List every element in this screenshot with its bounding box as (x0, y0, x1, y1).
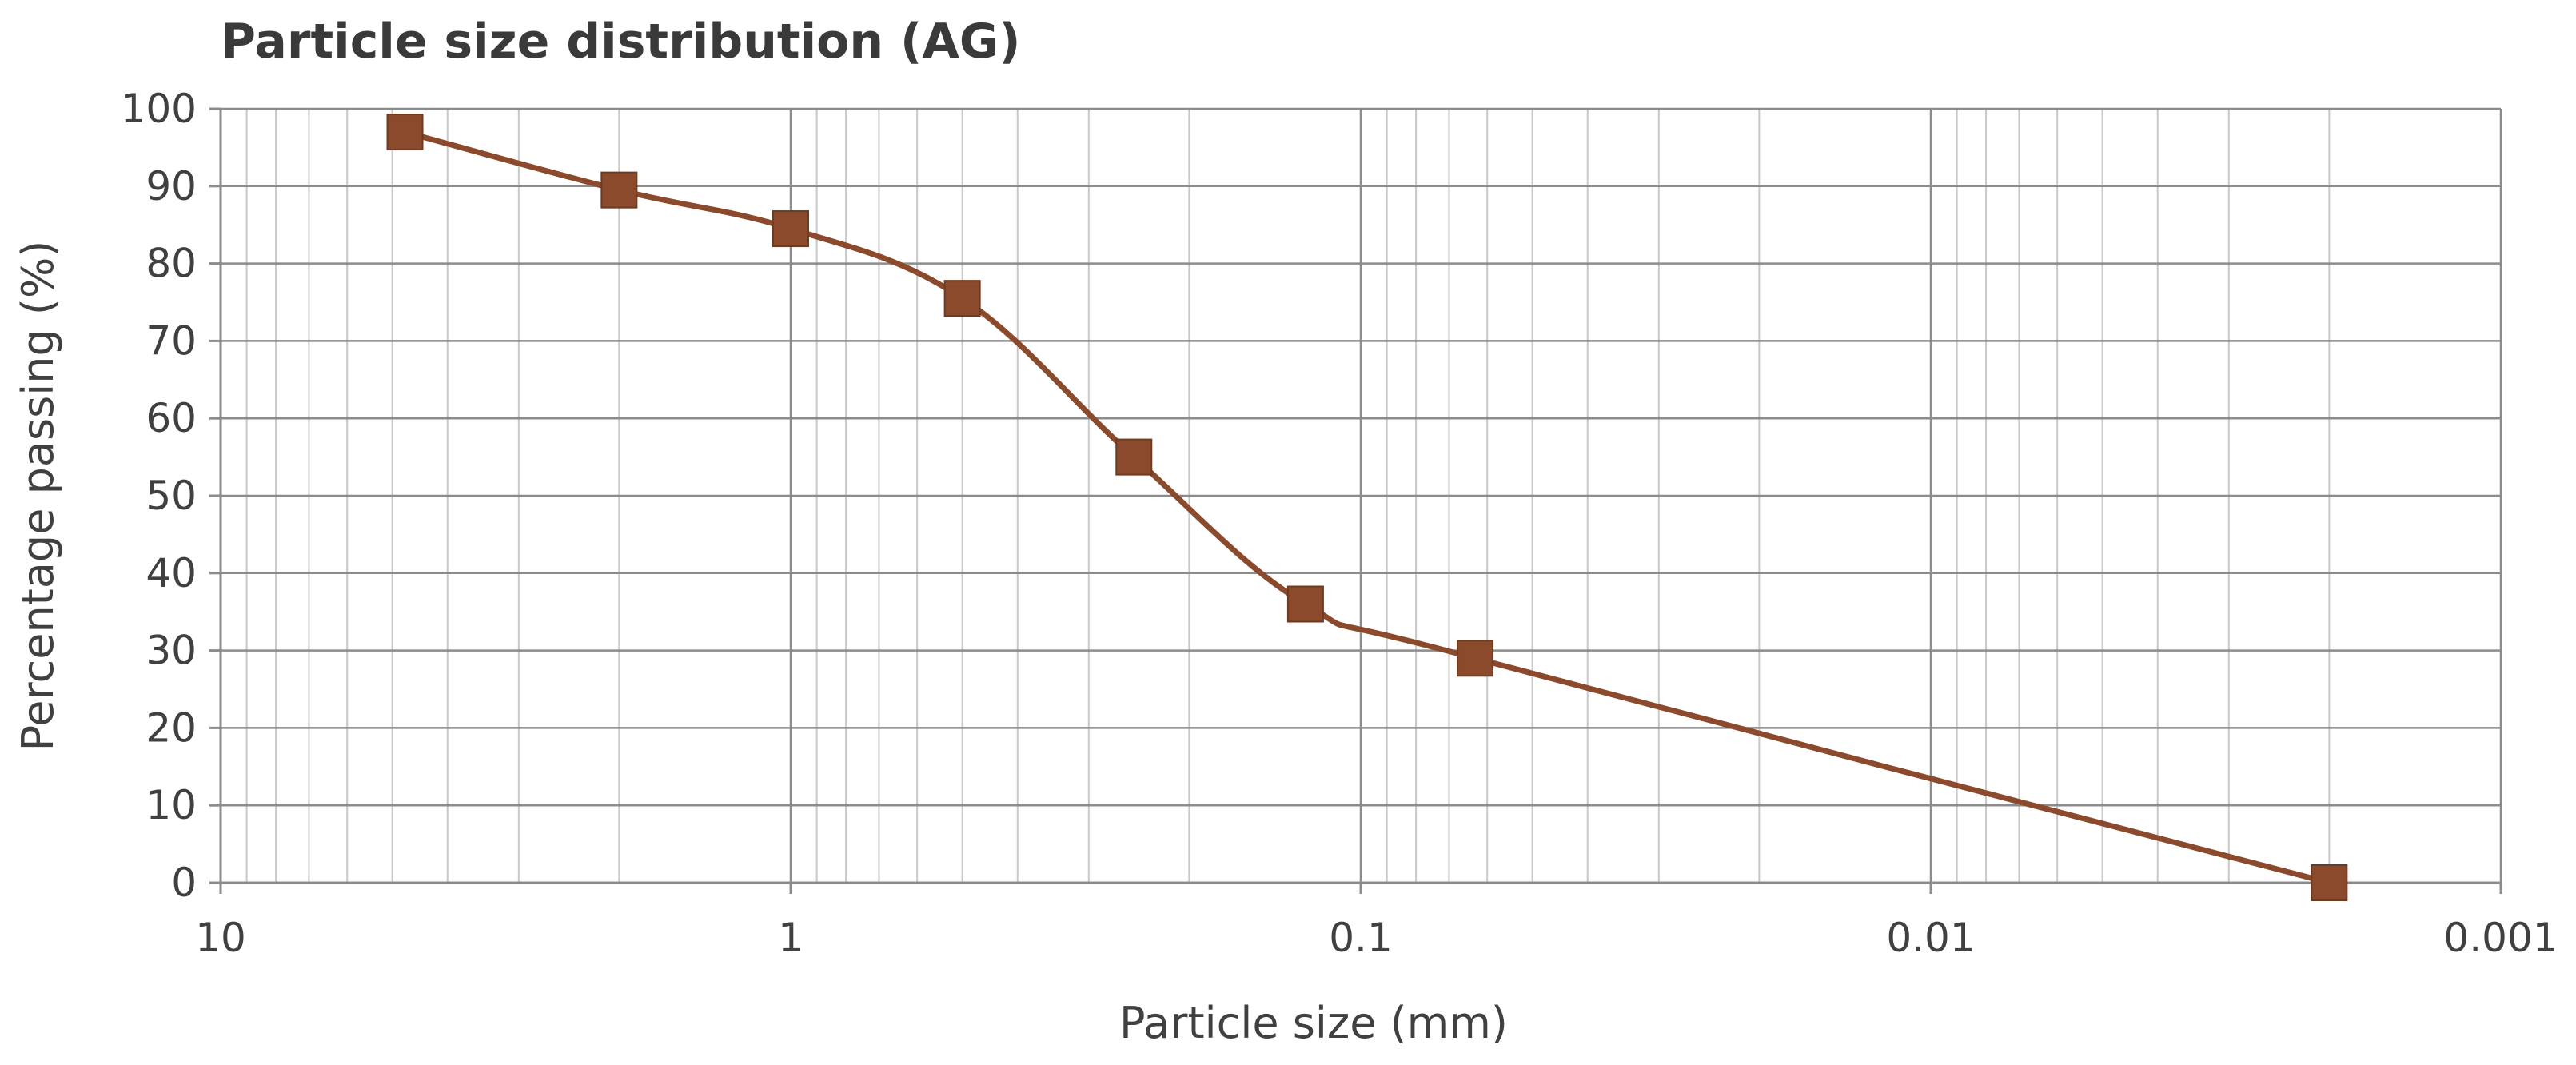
chart-title: Particle size distribution (AG) (221, 14, 1021, 70)
data-point-marker (1457, 640, 1494, 677)
axes (209, 107, 2502, 894)
data-point-marker (1115, 438, 1153, 476)
y-tick-label: 10 (146, 782, 197, 828)
y-tick-label: 30 (146, 628, 197, 674)
y-tick-label: 80 (146, 241, 197, 287)
y-axis-title: Percentage passing (%) (13, 241, 63, 752)
data-point-marker (943, 280, 981, 317)
data-point-marker (2311, 864, 2348, 901)
grid (219, 107, 2502, 884)
y-tick-label: 0 (171, 860, 197, 906)
series-layer (386, 114, 2348, 901)
y-tick-label: 20 (146, 704, 197, 751)
series-line (402, 129, 2332, 886)
y-tick-label: 70 (146, 317, 197, 364)
x-tick-label: 0.001 (2443, 915, 2558, 961)
x-tick-label: 1 (778, 915, 804, 961)
y-tick-label: 50 (146, 473, 197, 519)
data-point-marker (600, 171, 638, 209)
data-point-marker (386, 114, 424, 151)
x-tick-label: 0.01 (1886, 915, 1975, 961)
y-tick-label: 60 (146, 395, 197, 441)
x-tick-label: 10 (195, 915, 246, 961)
y-tick-label: 40 (146, 550, 197, 596)
y-tick-label: 90 (146, 163, 197, 209)
data-point-marker (1286, 585, 1324, 623)
x-tick-label: 0.1 (1329, 915, 1393, 961)
data-point-marker (772, 210, 809, 248)
tick-labels: 10 1 0.1 0.01 0.001 0 10 20 30 40 50 60 70 80 90 100 (121, 86, 2558, 961)
y-tick-label: 100 (121, 86, 197, 132)
x-axis-title: Particle size (mm) (1119, 998, 1508, 1048)
